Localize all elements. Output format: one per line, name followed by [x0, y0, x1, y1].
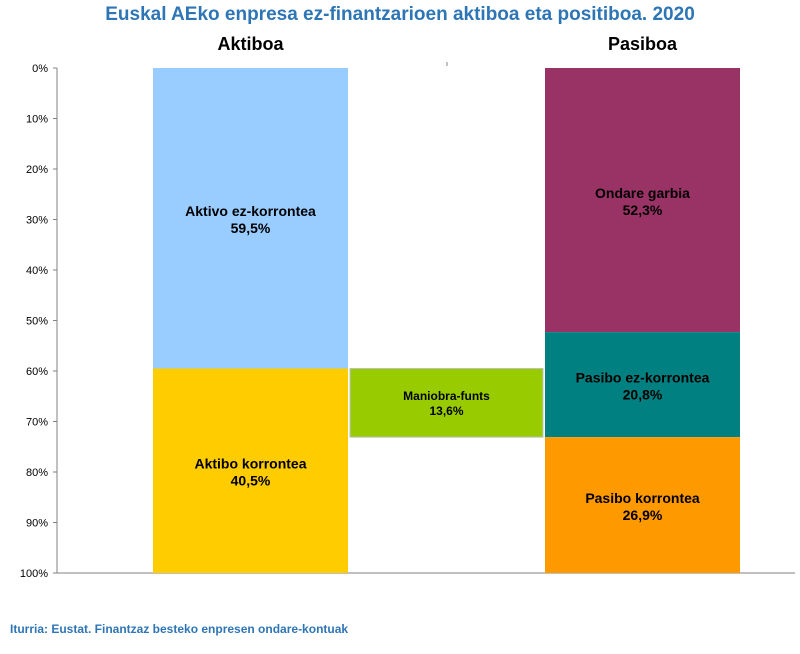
- y-tick-label: 0%: [32, 63, 48, 75]
- y-tick-label: 50%: [26, 316, 48, 328]
- bars: [153, 68, 740, 573]
- y-tick-label: 100%: [20, 568, 48, 580]
- segment-value-label: 40,5%: [231, 473, 271, 489]
- segment-value-label: 20,8%: [623, 387, 663, 403]
- bar-segment: [153, 368, 348, 573]
- segment-label: Pasibo korrontea: [585, 490, 700, 506]
- segment-value-label: 26,9%: [623, 507, 663, 523]
- column-header: Aktiboa: [217, 34, 284, 54]
- y-tick-label: 60%: [26, 366, 48, 378]
- y-tick-label: 70%: [26, 417, 48, 429]
- bar-segment: [153, 68, 348, 369]
- working-capital-bar: [349, 367, 544, 438]
- y-tick-label: 10%: [26, 114, 48, 126]
- working-capital-value-label: 13,6%: [429, 404, 463, 418]
- segment-label: Aktibo korrontea: [194, 456, 306, 472]
- y-axis: 0% 10% 20% 30% 40% 50% 60% 70% 80% 90% 100%: [20, 62, 795, 580]
- chart-title: Euskal AEko enpresa ez-finantzarioen akt…: [105, 4, 695, 25]
- y-tick-label: 80%: [26, 467, 48, 479]
- column-headers: Aktiboa Pasiboa: [217, 34, 678, 54]
- y-tick-label: 30%: [26, 215, 48, 227]
- y-tick-label: 20%: [26, 164, 48, 176]
- bar-segment: [545, 332, 740, 438]
- segment-label: Pasibo ez-korrontea: [576, 370, 710, 386]
- y-tick-label: 90%: [26, 518, 48, 530]
- bar-segment: [545, 437, 740, 573]
- segment-value-label: 52,3%: [623, 202, 663, 218]
- segment-value-label: 59,5%: [231, 220, 271, 236]
- column-header: Pasiboa: [608, 34, 678, 54]
- y-tick-label: 40%: [26, 265, 48, 277]
- source-note: Iturria: Eustat. Finantzaz besteko enpre…: [10, 622, 349, 636]
- segment-label: Ondare garbia: [595, 185, 690, 201]
- working-capital-label: Maniobra-funts: [403, 389, 490, 403]
- segment-label: Aktivo ez-korrontea: [185, 203, 316, 219]
- bar-segment: [545, 68, 740, 333]
